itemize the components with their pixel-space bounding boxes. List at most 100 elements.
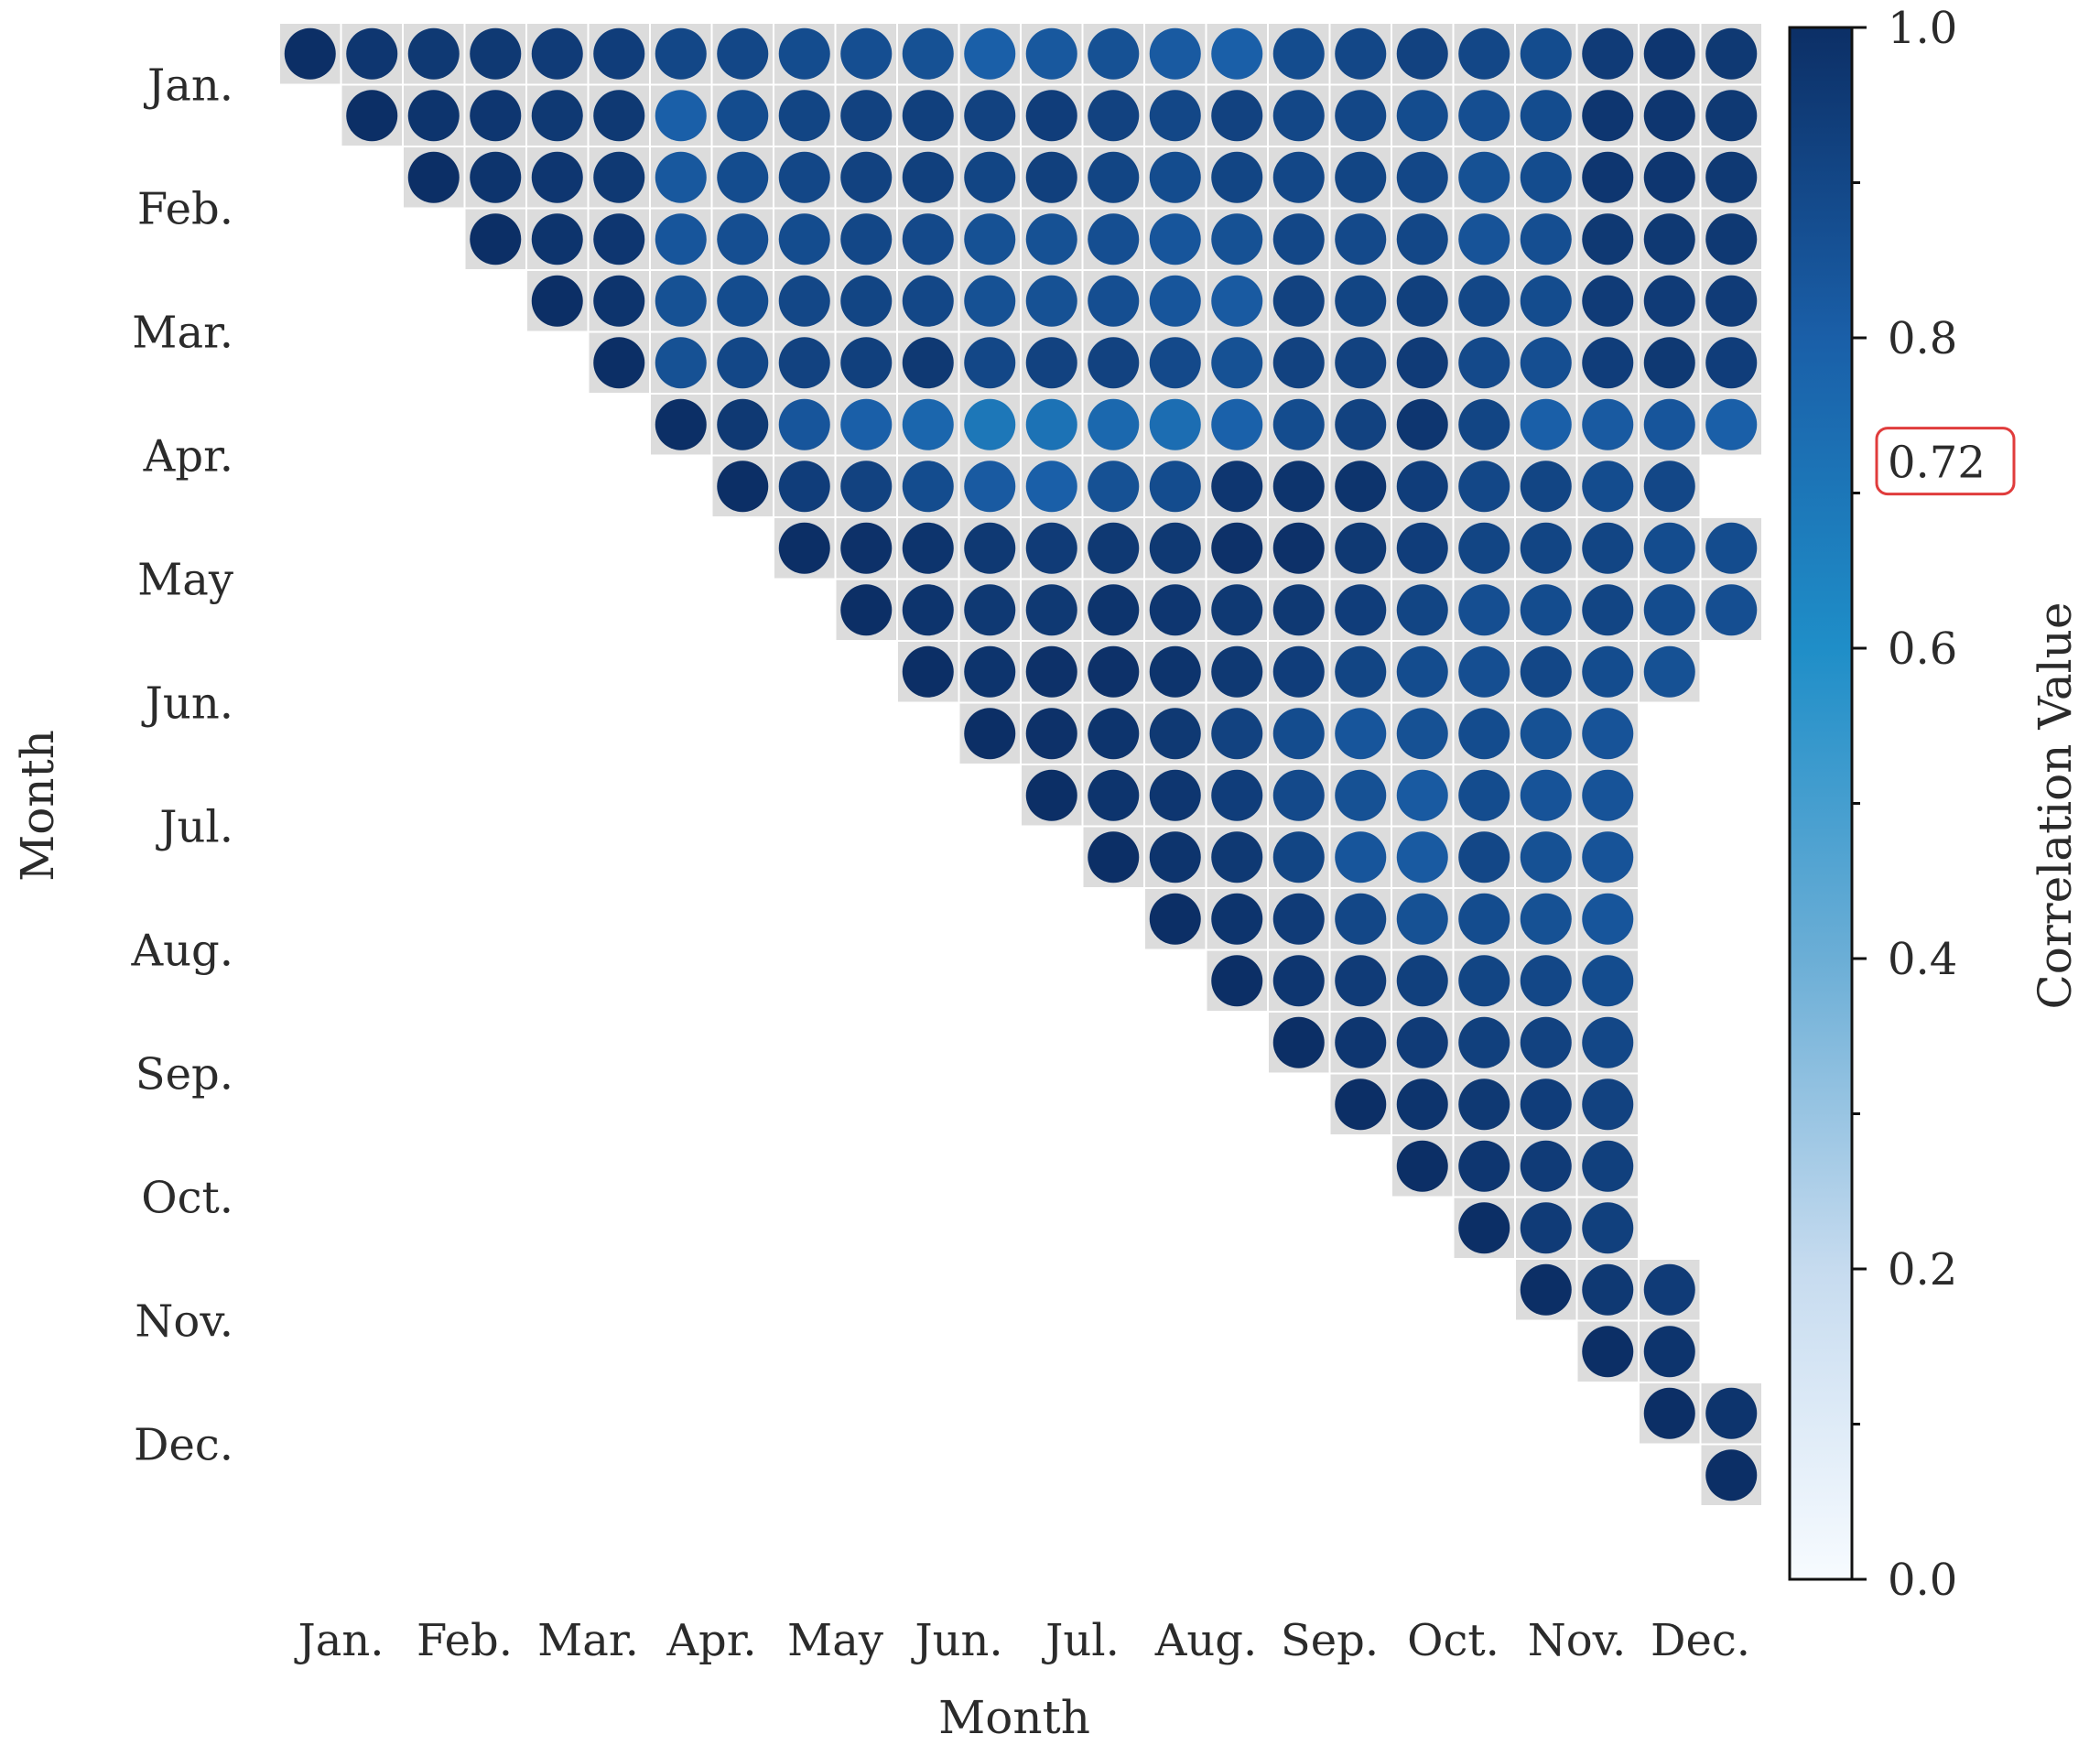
correlation-dot <box>1149 893 1201 945</box>
correlation-dot <box>964 708 1016 760</box>
correlation-dot <box>1211 213 1263 266</box>
correlation-dot <box>1520 213 1572 266</box>
correlation-dot <box>902 90 954 142</box>
y-tick-label: Mar. <box>132 308 233 359</box>
correlation-dot <box>1396 831 1448 883</box>
correlation-dot <box>1149 769 1201 821</box>
correlation-dot <box>778 90 830 142</box>
correlation-dot <box>1396 1016 1448 1068</box>
correlation-dot <box>1335 831 1387 883</box>
x-tick-label: Sep. <box>1281 1615 1379 1666</box>
correlation-dot <box>1582 1016 1634 1068</box>
correlation-dot <box>1025 769 1077 821</box>
x-tick-label: Nov. <box>1528 1615 1627 1666</box>
correlation-dot <box>778 337 830 389</box>
correlation-dot <box>1335 584 1387 636</box>
correlation-dot <box>717 90 769 142</box>
correlation-dot <box>1520 337 1572 389</box>
correlation-dot <box>1643 1263 1695 1316</box>
correlation-dot <box>1088 337 1140 389</box>
correlation-dot <box>1520 769 1572 821</box>
y-tick-label: Jan. <box>143 60 233 112</box>
correlation-dot <box>1458 522 1510 574</box>
correlation-dot <box>1705 27 1758 80</box>
correlation-dot <box>1396 1079 1448 1131</box>
correlation-dot <box>1335 645 1387 698</box>
correlation-dot <box>1643 398 1695 450</box>
correlation-dot <box>964 645 1016 698</box>
correlation-dot <box>840 398 893 450</box>
correlation-dot <box>1088 708 1140 760</box>
correlation-dot <box>1025 90 1077 142</box>
correlation-dot <box>1582 584 1634 636</box>
correlation-dot <box>1149 584 1201 636</box>
correlation-dot <box>1582 645 1634 698</box>
correlation-dot <box>1582 1263 1634 1316</box>
x-tick-label: May <box>787 1615 883 1666</box>
correlation-dot <box>1025 337 1077 389</box>
correlation-dot <box>717 398 769 450</box>
x-tick-label: Apr. <box>666 1615 756 1666</box>
correlation-dot <box>1335 522 1387 574</box>
correlation-dot <box>1582 461 1634 513</box>
correlation-dot <box>1088 398 1140 450</box>
correlation-dot <box>1272 831 1325 883</box>
correlation-dot <box>1272 584 1325 636</box>
correlation-dot <box>1149 337 1201 389</box>
correlation-dot <box>717 27 769 80</box>
correlation-dot <box>1211 893 1263 945</box>
correlation-dot <box>1705 522 1758 574</box>
correlation-dot <box>1088 461 1140 513</box>
correlation-dot <box>1149 461 1201 513</box>
y-tick-label: Jul. <box>155 802 233 853</box>
correlation-dot <box>1458 831 1510 883</box>
correlation-dot <box>531 90 583 142</box>
correlation-dot <box>1643 1387 1695 1439</box>
correlation-dot <box>1211 337 1263 389</box>
correlation-dot <box>1025 461 1077 513</box>
correlation-dot <box>1458 584 1510 636</box>
colorbar-highlight-label: 0.72 <box>1888 438 1986 489</box>
correlation-dot <box>1335 955 1387 1007</box>
correlation-dot <box>1396 769 1448 821</box>
correlation-dot <box>1149 27 1201 80</box>
correlation-dot <box>778 461 830 513</box>
correlation-dot <box>1211 275 1263 327</box>
correlation-dot <box>1272 955 1325 1007</box>
y-tick-label: Apr. <box>143 431 233 482</box>
correlation-dot <box>1335 461 1387 513</box>
correlation-dot <box>778 151 830 203</box>
correlation-dot <box>1335 213 1387 266</box>
correlation-dot <box>1211 645 1263 698</box>
correlation-dot <box>531 275 583 327</box>
correlation-dot <box>1396 398 1448 450</box>
correlation-dot <box>1088 522 1140 574</box>
correlation-dot <box>1520 584 1572 636</box>
y-axis-ticks: Jan. Feb. Mar. Apr. May Jun. Jul. Aug. Sep. Oct. N… <box>130 60 233 1471</box>
colorbar-tick-label: 0.4 <box>1888 934 1957 985</box>
correlation-dot <box>593 337 645 389</box>
correlation-dot <box>1458 461 1510 513</box>
correlation-dot <box>1582 90 1634 142</box>
correlation-dot <box>1582 1140 1634 1192</box>
x-tick-label: Jun. <box>910 1615 1002 1666</box>
correlation-dot <box>1705 1387 1758 1439</box>
correlation-dot <box>1088 769 1140 821</box>
correlation-dot <box>1272 708 1325 760</box>
correlation-dot <box>1458 151 1510 203</box>
correlation-dot <box>1272 769 1325 821</box>
x-tick-label: Jul. <box>1041 1615 1120 1666</box>
correlation-dot <box>1520 275 1572 327</box>
correlation-dot <box>1520 708 1572 760</box>
colorbar-tick-label: 0.0 <box>1888 1555 1957 1606</box>
correlation-dot <box>655 213 707 266</box>
correlation-dot <box>1025 398 1077 450</box>
correlation-dot <box>778 275 830 327</box>
correlation-dot <box>1705 151 1758 203</box>
correlation-dot <box>1088 90 1140 142</box>
correlation-dot <box>1582 1079 1634 1131</box>
colorbar-tick-label: 0.8 <box>1888 313 1957 364</box>
correlation-dot <box>1396 522 1448 574</box>
colorbar-tick-label: 0.2 <box>1888 1244 1957 1295</box>
correlation-dot <box>1149 831 1201 883</box>
